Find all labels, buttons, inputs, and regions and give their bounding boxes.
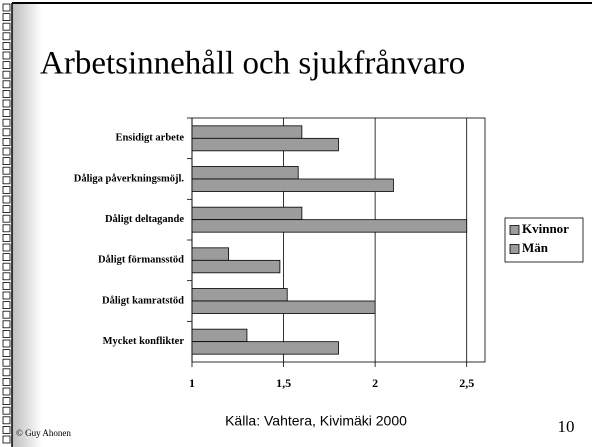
bar xyxy=(191,288,288,302)
bar xyxy=(191,206,303,221)
strip-square xyxy=(2,214,11,223)
strip-square xyxy=(2,51,11,60)
y-tick-label: Dåligt deltagande xyxy=(105,214,184,225)
bar xyxy=(191,328,248,343)
y-tick-label: Mycket konflikter xyxy=(103,336,185,347)
legend-label: Män xyxy=(522,240,549,255)
strip-square xyxy=(2,109,11,117)
x-tick-label: 2 xyxy=(372,376,378,390)
strip-square xyxy=(2,70,11,79)
strip-square xyxy=(2,262,11,271)
bar xyxy=(191,125,303,139)
strip-square xyxy=(2,166,11,175)
strip-square xyxy=(2,137,11,146)
strip-square xyxy=(2,13,11,22)
strip-square xyxy=(2,22,11,31)
side-band xyxy=(12,3,42,447)
film-strip xyxy=(2,3,11,444)
strip-square xyxy=(2,301,11,310)
strip-square xyxy=(2,377,11,386)
x-tick-label: 1,5 xyxy=(276,376,291,390)
source: Källa: Vahtera, Kivimäki 2000 xyxy=(225,413,407,429)
slide-title: Arbetsinnehåll och sjukfrånvaro xyxy=(40,46,465,82)
strip-square xyxy=(2,80,11,89)
strip-square xyxy=(2,358,11,367)
bar xyxy=(191,219,468,233)
bar xyxy=(191,300,376,314)
strip-square xyxy=(2,195,11,204)
strip-square xyxy=(2,42,11,50)
bar xyxy=(191,247,230,261)
strip-square xyxy=(2,224,11,233)
strip-square xyxy=(2,329,11,338)
strip-square xyxy=(2,425,11,434)
strip-square xyxy=(2,61,11,69)
strip-square xyxy=(2,272,11,281)
bar xyxy=(191,137,339,152)
legend-label: Kvinnor xyxy=(522,221,569,236)
strip-square xyxy=(2,99,11,108)
bar xyxy=(191,341,339,355)
strip-square xyxy=(2,3,11,12)
strip-square xyxy=(2,128,11,137)
strip-square xyxy=(2,387,11,396)
strip-square xyxy=(2,243,11,252)
strip-square xyxy=(2,320,11,329)
y-tick-label: Dåligt kamratstöd xyxy=(102,295,184,306)
strip-square xyxy=(2,291,11,300)
x-tick-label: 2,5 xyxy=(459,376,474,390)
strip-square xyxy=(2,253,11,262)
strip-square xyxy=(2,185,11,194)
bar xyxy=(191,166,299,180)
y-tick-label: Dåliga påverkningsmöjl. xyxy=(74,173,185,184)
strip-square xyxy=(2,176,11,185)
strip-square xyxy=(2,397,11,406)
strip-square xyxy=(2,118,11,127)
strip-square xyxy=(2,368,11,377)
chart: 1 1,5 2 2,5 Ensidigt arbete Dåliga påverkning… xyxy=(74,117,584,390)
strip-square xyxy=(2,339,11,348)
strip-square xyxy=(2,435,11,444)
y-tick-label: Dåligt förmansstöd xyxy=(98,255,184,266)
strip-square xyxy=(2,349,11,358)
strip-square xyxy=(2,32,11,41)
strip-square xyxy=(2,281,11,290)
strip-square xyxy=(2,310,11,319)
x-tick-label: 1 xyxy=(189,376,195,390)
plot-area xyxy=(191,117,486,363)
strip-square xyxy=(2,416,11,425)
strip-square xyxy=(2,205,11,214)
strip-square xyxy=(2,90,11,98)
bar xyxy=(191,259,281,274)
strip-square xyxy=(2,157,11,166)
legend-swatch xyxy=(509,225,520,235)
strip-square xyxy=(2,147,11,156)
page-number: 10 xyxy=(558,417,575,436)
legend-swatch xyxy=(509,244,520,254)
author: © Guy Ahonen xyxy=(16,428,71,438)
strip-square xyxy=(2,406,11,415)
bar xyxy=(191,178,394,192)
strip-square xyxy=(2,233,11,242)
y-tick-label: Ensidigt arbete xyxy=(115,133,184,144)
